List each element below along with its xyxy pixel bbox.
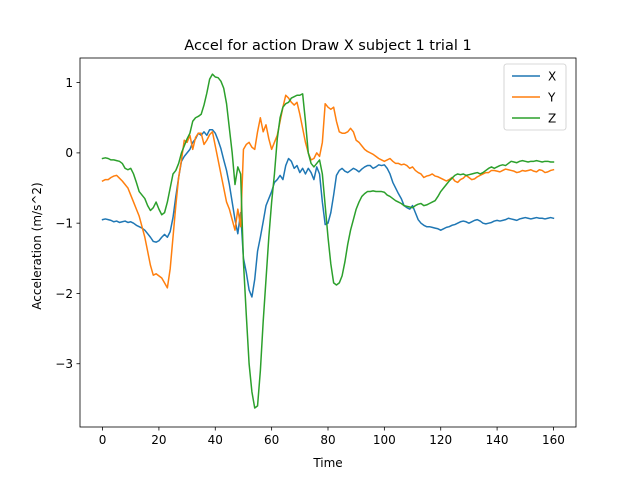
legend-label-y: Y xyxy=(547,90,556,104)
x-tick-label: 0 xyxy=(99,433,107,447)
legend-label-z: Z xyxy=(548,111,556,125)
x-axis-title: Time xyxy=(312,456,342,470)
x-tick-label: 60 xyxy=(264,433,279,447)
x-tick-label: 40 xyxy=(208,433,223,447)
y-axis-title: Acceleration (m/s^2) xyxy=(30,182,44,309)
series-line-y xyxy=(101,94,555,289)
x-tick-label: 160 xyxy=(542,433,565,447)
x-tick-label: 80 xyxy=(320,433,335,447)
y-tick-label: −2 xyxy=(55,287,73,301)
x-tick-label: 120 xyxy=(429,433,452,447)
y-tick-label: 0 xyxy=(65,146,73,160)
x-tick-label: 20 xyxy=(151,433,166,447)
chart-title: Accel for action Draw X subject 1 trial … xyxy=(184,38,471,54)
y-tick-label: −3 xyxy=(55,357,73,371)
y-tick-label: 1 xyxy=(65,76,73,90)
plot-area xyxy=(101,73,555,409)
series-line-z xyxy=(101,73,555,409)
y-tick-label: −1 xyxy=(55,216,73,230)
axes: 0 20 40 60 80 100 120 140 160 −3 −2 −1 0 1 xyxy=(55,57,577,447)
legend-label-x: X xyxy=(548,69,556,83)
x-tick-label: 140 xyxy=(486,433,509,447)
x-tick-label: 100 xyxy=(373,433,396,447)
legend: XYZ xyxy=(503,63,567,131)
